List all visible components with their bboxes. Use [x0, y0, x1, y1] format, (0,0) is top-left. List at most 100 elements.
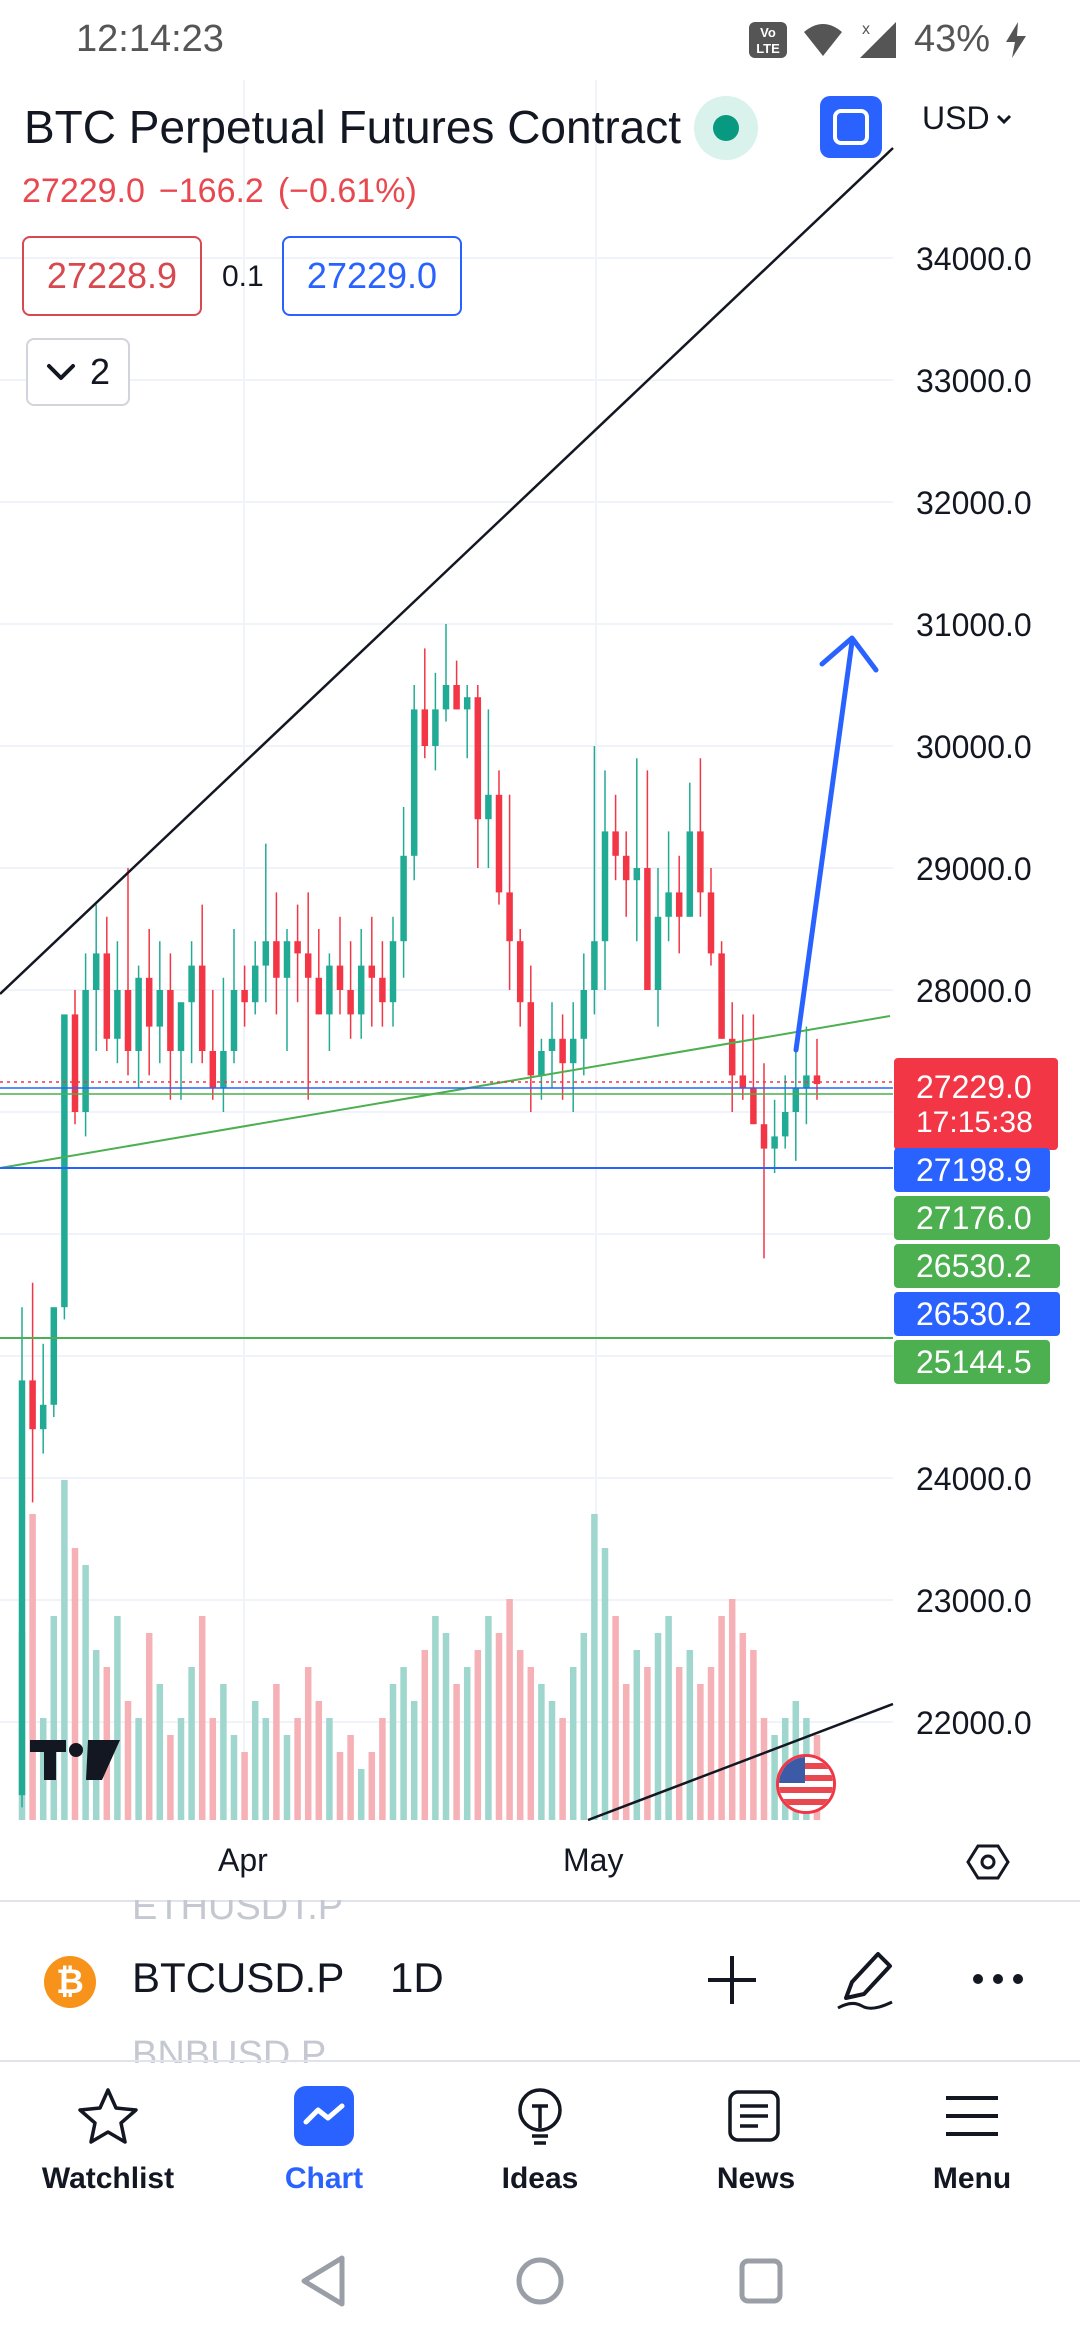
svg-text:LTE: LTE	[756, 41, 780, 56]
volume-bar	[156, 1684, 164, 1820]
chart-settings-icon[interactable]	[966, 1840, 1010, 1884]
candle-body	[71, 1014, 79, 1112]
volume-bar	[474, 1650, 482, 1820]
volume-bar	[209, 1718, 217, 1820]
nav-news[interactable]: News	[648, 2076, 864, 2206]
volume-bar	[273, 1684, 280, 1820]
nav-chart[interactable]: Chart	[216, 2076, 432, 2206]
volume-bar	[114, 1616, 121, 1820]
candle-body	[230, 990, 238, 1051]
volume-bar	[495, 1633, 503, 1820]
candle-body	[453, 685, 460, 710]
price-tag-green-1: 27176.0	[894, 1196, 1050, 1240]
candle-body	[633, 868, 641, 881]
price-axis: 34000.0 33000.0 32000.0 31000.0 30000.0 29000…	[916, 241, 1032, 1741]
volume-bar	[580, 1633, 588, 1820]
candle-body	[336, 965, 344, 990]
lower-trendline[interactable]	[587, 1702, 894, 1822]
volume-bar	[389, 1684, 397, 1820]
nav-watchlist[interactable]: Watchlist	[0, 2076, 216, 2206]
nav-menu[interactable]: Menu	[864, 2076, 1080, 2206]
battery-percent: 43%	[913, 18, 990, 60]
candle-body	[538, 1051, 545, 1076]
candle-body	[124, 990, 132, 1051]
candle-body	[326, 965, 333, 1015]
volume-bar	[39, 1718, 47, 1820]
volume-bar	[357, 1769, 365, 1820]
candle-body	[463, 697, 471, 710]
candle-body	[654, 916, 662, 990]
market-status[interactable]	[694, 96, 758, 160]
candle-body	[432, 709, 439, 746]
signal-icon: x	[859, 21, 896, 58]
candle-body	[304, 953, 312, 978]
y-axis-label: 29000.0	[916, 851, 1032, 887]
wifi-icon	[803, 23, 842, 56]
price-tag-blue-1: 27198.9	[894, 1148, 1050, 1192]
volume-bar	[50, 1616, 58, 1820]
symbol-title[interactable]: BTC Perpetual Futures Contract	[24, 101, 682, 153]
candle-body	[580, 990, 588, 1039]
projection-arrow[interactable]	[793, 635, 879, 1053]
chart-grid	[0, 80, 893, 1820]
status-icons: Vo LTE x 43%	[748, 18, 1028, 61]
current-price-value: 27229.0	[916, 1068, 1032, 1105]
price-tag-green-3: 25144.5	[894, 1340, 1050, 1384]
collapse-indicators-button[interactable]: 2	[26, 338, 130, 406]
volume-bar	[675, 1667, 683, 1820]
candle-body	[82, 990, 89, 1112]
candle-body	[209, 1051, 217, 1088]
volume-bar	[771, 1735, 778, 1820]
y-axis-label: 31000.0	[916, 607, 1032, 643]
timeframe-selector[interactable]: 1D	[390, 1954, 444, 2001]
price-summary: 27229.0 −166.2 (−0.61%)	[22, 172, 431, 211]
volume-bar	[400, 1667, 407, 1820]
volume-bar	[304, 1667, 312, 1820]
volume-bar	[241, 1752, 248, 1820]
chevron-down-icon	[46, 364, 75, 380]
price-change-percent: (−0.61%)	[277, 172, 417, 210]
y-axis-label: 30000.0	[916, 729, 1032, 765]
symbol-code[interactable]: BTCUSD.P	[132, 1954, 345, 2001]
candle-body	[389, 941, 397, 1003]
recents-icon[interactable]	[739, 2258, 783, 2304]
green-trendline[interactable]	[0, 1015, 891, 1169]
candle-body	[622, 855, 630, 881]
volume-bar	[548, 1701, 556, 1820]
home-icon[interactable]	[516, 2257, 564, 2305]
price-chart[interactable]: 34000.0 33000.0 32000.0 31000.0 30000.0 29000…	[0, 80, 1080, 1900]
drawing-tool-icon[interactable]	[832, 1944, 902, 2014]
volume-bar	[326, 1718, 333, 1820]
volume-bar	[379, 1718, 386, 1820]
volume-bar	[739, 1633, 747, 1820]
volume-bar	[760, 1718, 768, 1820]
volume-bars	[18, 1480, 821, 1820]
candle-body	[559, 1038, 566, 1064]
currency-selector[interactable]: USD	[922, 100, 1012, 137]
volume-bar	[432, 1616, 439, 1820]
volume-bar	[633, 1650, 641, 1820]
fullscreen-button[interactable]	[820, 96, 882, 158]
volume-bar	[177, 1718, 185, 1820]
sell-button[interactable]: 27228.9	[22, 236, 202, 316]
candle-body	[379, 977, 386, 1003]
candle-body	[495, 794, 503, 893]
plus-icon[interactable]	[700, 1948, 764, 2012]
upper-trendline[interactable]	[0, 147, 894, 995]
us-flag-icon[interactable]	[776, 1754, 836, 1814]
candle-body	[686, 831, 694, 917]
nav-label: Menu	[932, 2162, 1012, 2195]
candle-body	[410, 709, 418, 856]
more-options-icon[interactable]	[968, 1954, 1028, 2004]
buy-button[interactable]: 27229.0	[282, 236, 462, 316]
previous-symbol-ghost: ETHUSDT.P	[132, 1886, 344, 1928]
volume-bar	[665, 1616, 672, 1820]
candle-body	[92, 953, 100, 990]
candle-body	[569, 1038, 577, 1064]
nav-ideas[interactable]: Ideas	[432, 2076, 648, 2206]
candle-body	[368, 965, 376, 978]
bitcoin-icon: ₿	[44, 1956, 96, 2008]
volume-bar	[686, 1650, 694, 1820]
back-icon[interactable]	[301, 2255, 345, 2307]
